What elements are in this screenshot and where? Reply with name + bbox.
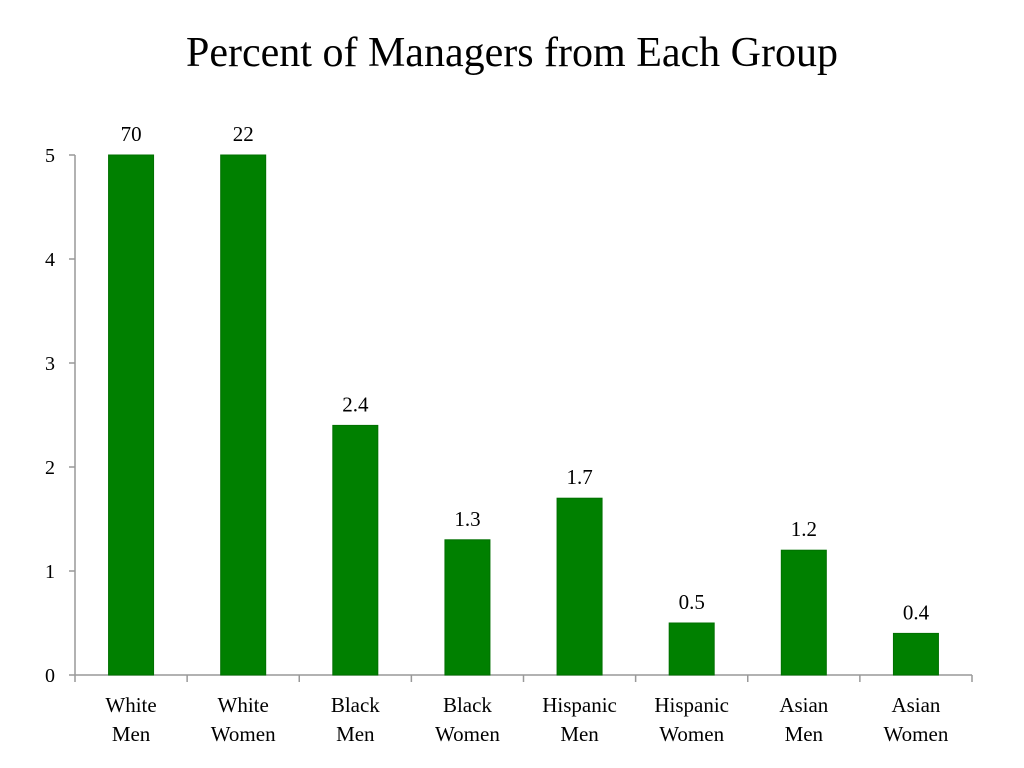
x-tick-label: Black — [443, 693, 492, 717]
x-tick-label: Men — [112, 722, 151, 746]
chart-labels: 70 White Men 22 White Women 2.4 Black Men 1.3 Blac… — [105, 122, 948, 746]
bar — [668, 622, 715, 676]
x-tick-label: Black — [331, 693, 380, 717]
y-tick-label: 3 — [45, 353, 55, 375]
data-label: 1.3 — [454, 507, 480, 531]
x-tick-label: Women — [211, 722, 276, 746]
data-label: 70 — [121, 122, 142, 146]
bar — [108, 154, 155, 676]
bar — [444, 539, 491, 676]
x-tick-label: Asian — [891, 693, 940, 717]
chart-bars — [108, 154, 939, 676]
y-tick-label: 0 — [45, 665, 55, 687]
chart-axes: 0 1 2 3 4 5 — [45, 145, 973, 687]
bar — [780, 549, 827, 676]
bar — [556, 497, 603, 676]
data-label: 22 — [233, 122, 254, 146]
y-tick-label: 4 — [45, 249, 55, 271]
data-label: 2.4 — [342, 392, 369, 416]
data-label: 0.4 — [903, 600, 930, 624]
y-tick-label: 1 — [45, 561, 55, 583]
x-tick-label: Men — [560, 722, 599, 746]
x-tick-label: White — [105, 693, 156, 717]
data-label: 1.7 — [566, 465, 592, 489]
bar — [332, 424, 379, 676]
x-tick-label: Men — [336, 722, 375, 746]
x-tick-label: Hispanic — [542, 693, 617, 717]
data-label: 0.5 — [679, 590, 705, 614]
chart-title: Percent of Managers from Each Group — [186, 30, 838, 76]
bar — [220, 154, 267, 676]
bar — [892, 632, 939, 676]
x-tick-label: Women — [659, 722, 724, 746]
y-tick-label: 5 — [45, 145, 55, 167]
y-tick-label: 2 — [45, 457, 55, 479]
x-tick-label: Hispanic — [654, 693, 729, 717]
x-tick-label: Men — [785, 722, 824, 746]
x-tick-label: White — [218, 693, 269, 717]
x-tick-label: Women — [884, 722, 949, 746]
data-label: 1.2 — [791, 517, 817, 541]
x-tick-label: Women — [435, 722, 500, 746]
x-tick-label: Asian — [779, 693, 828, 717]
